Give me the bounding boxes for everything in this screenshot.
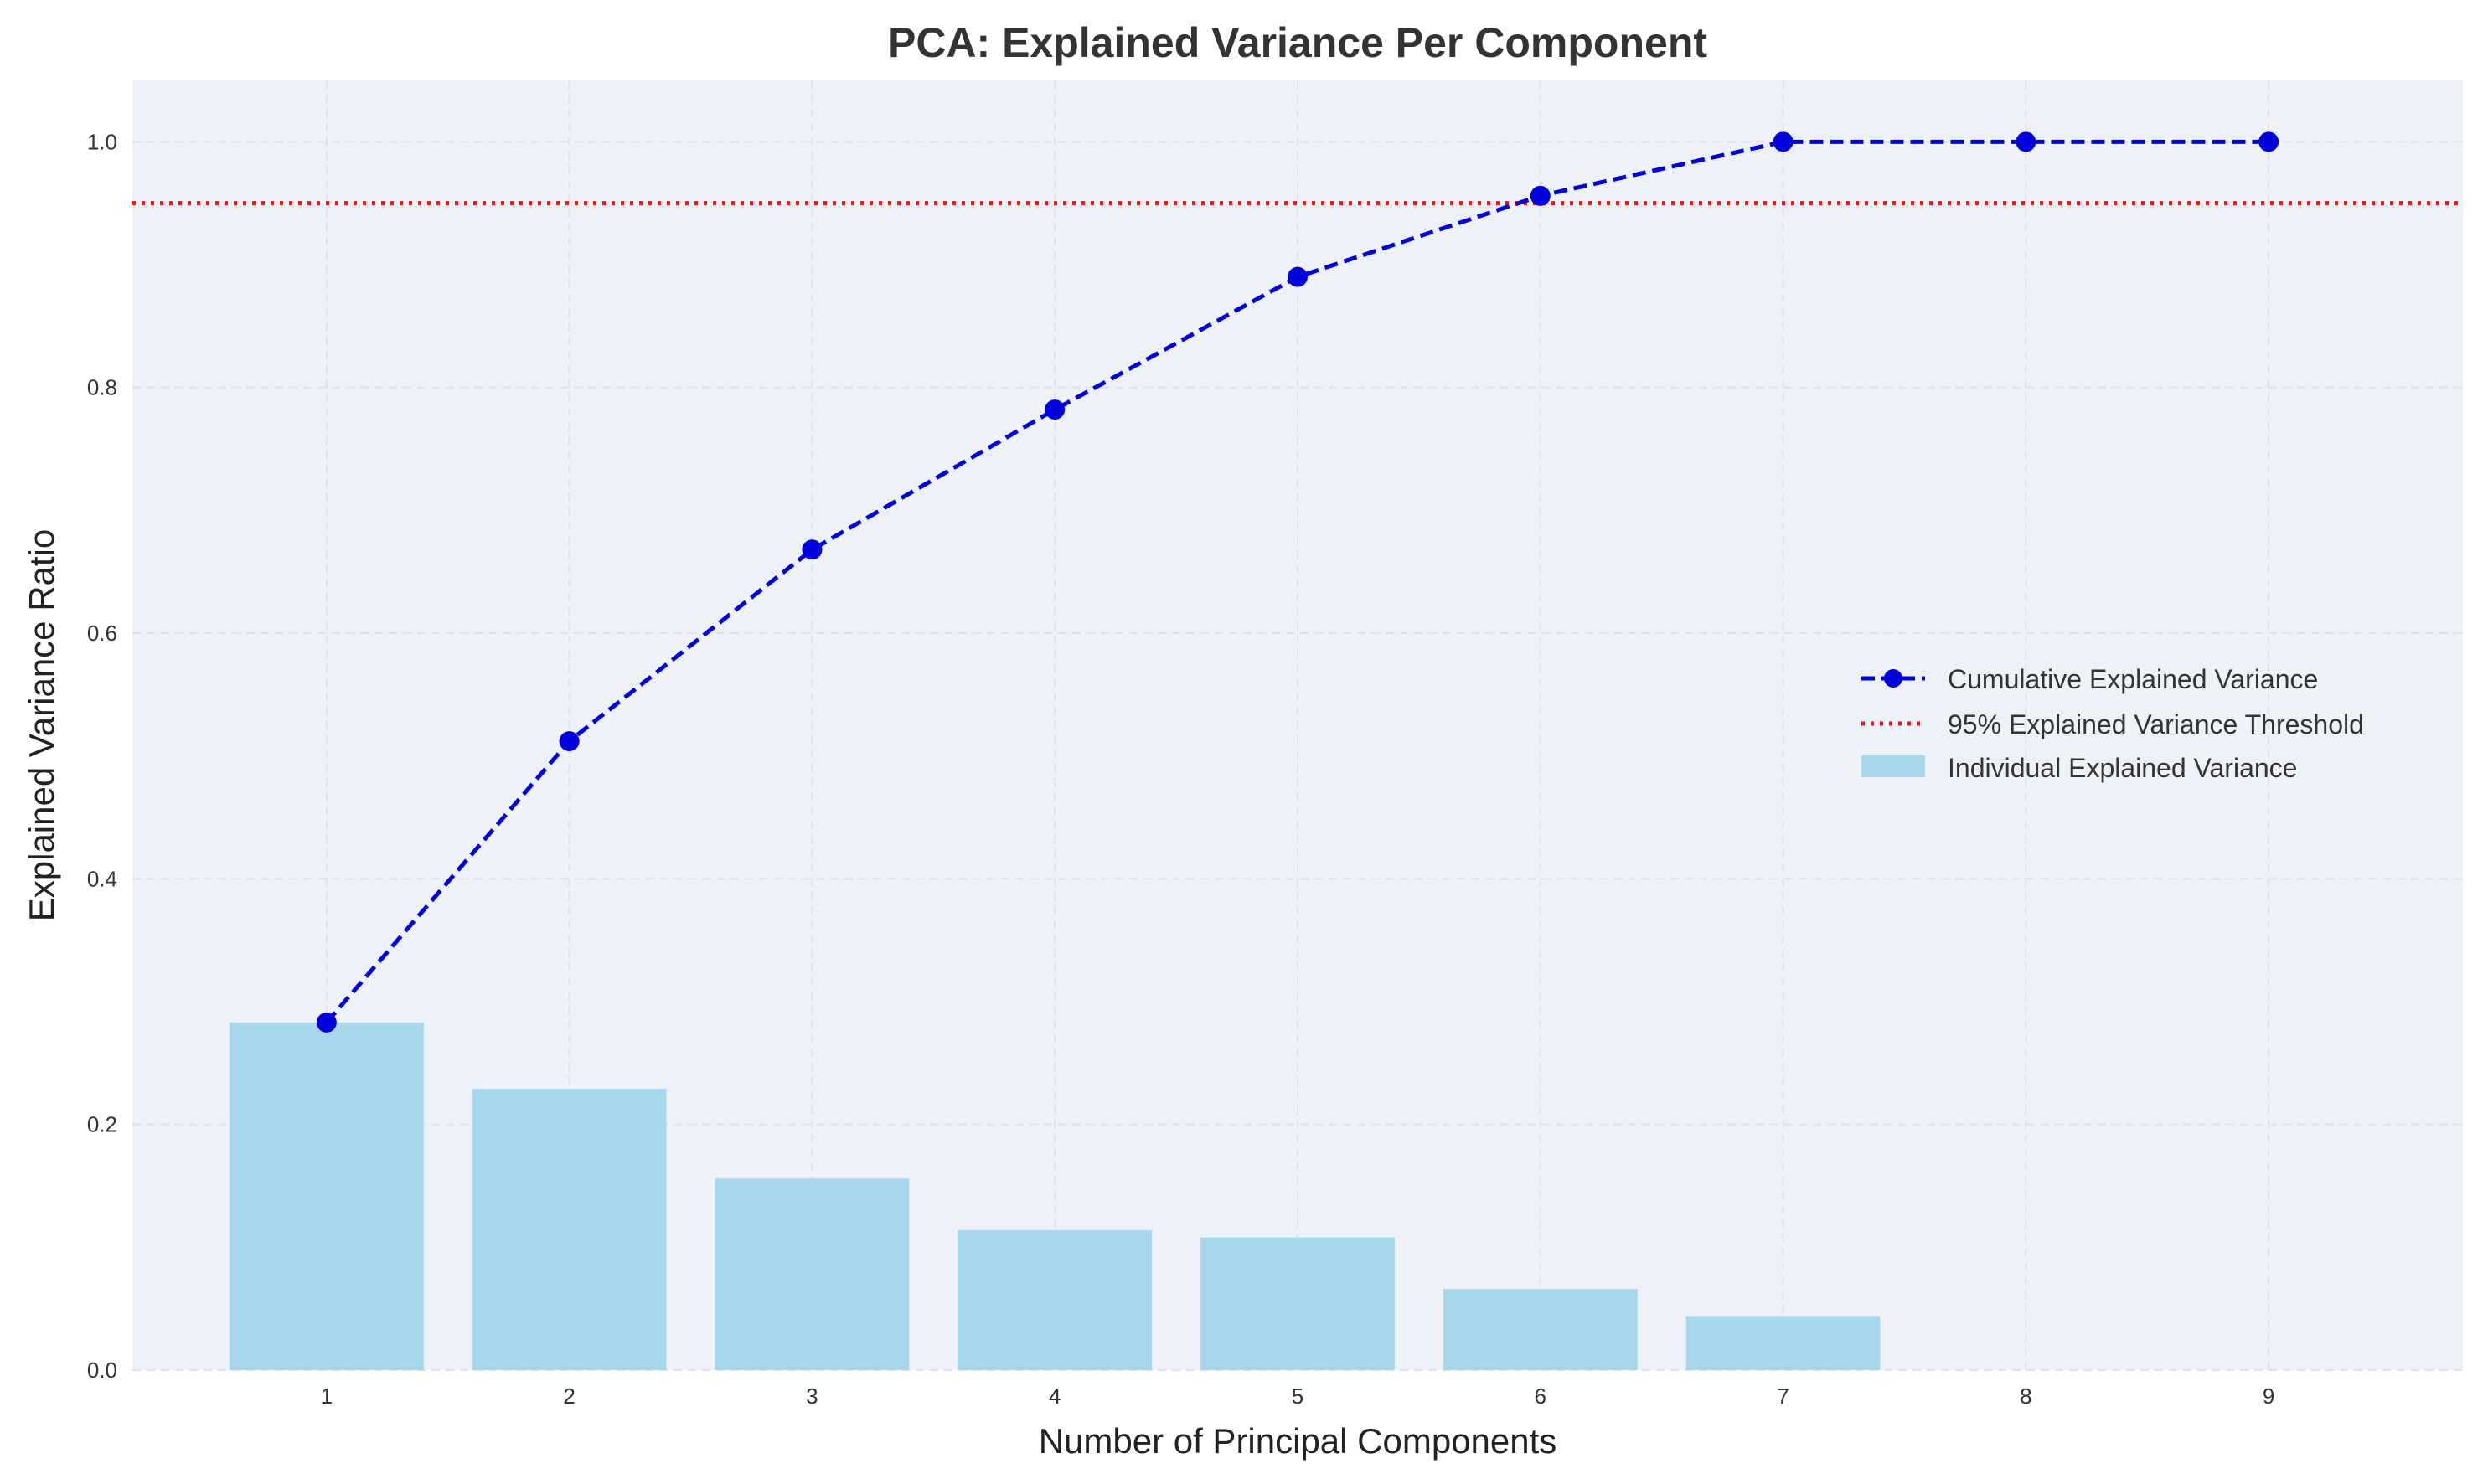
cumulative-point [559, 731, 580, 752]
bar [958, 1229, 1153, 1370]
x-tick-label: 8 [2020, 1384, 2031, 1409]
y-tick-label: 0.4 [87, 866, 117, 891]
legend-label-individual: Individual Explained Variance [1948, 753, 2297, 783]
x-tick-label: 7 [1777, 1384, 1789, 1409]
bar [1200, 1237, 1395, 1370]
cumulative-point [2258, 131, 2279, 152]
x-tick-label: 5 [1292, 1384, 1303, 1409]
x-axis-label: Number of Principal Components [1039, 1421, 1557, 1461]
legend-label-threshold: 95% Explained Variance Threshold [1948, 709, 2364, 739]
x-tick-label: 6 [1535, 1384, 1546, 1409]
y-tick-label: 0.0 [87, 1358, 117, 1383]
bar-series [229, 1022, 1881, 1370]
cumulative-point [802, 539, 823, 560]
x-tick-labels: 1 2 3 4 5 6 7 8 9 [321, 1384, 2275, 1409]
legend-label-cumulative: Cumulative Explained Variance [1948, 664, 2318, 694]
cumulative-point [2016, 131, 2036, 152]
cumulative-point [1530, 185, 1551, 206]
x-tick-label: 4 [1049, 1384, 1061, 1409]
y-tick-label: 0.2 [87, 1112, 117, 1137]
chart-title: PCA: Explained Variance Per Component [888, 19, 1707, 66]
y-tick-labels: 0.0 0.2 0.4 0.6 0.8 1.0 [87, 129, 117, 1383]
bar [715, 1178, 910, 1370]
cumulative-point [316, 1012, 337, 1033]
y-tick-label: 0.6 [87, 621, 117, 646]
bar [1443, 1289, 1638, 1370]
x-tick-label: 1 [321, 1384, 333, 1409]
y-tick-label: 0.8 [87, 375, 117, 400]
y-axis-label: Explained Variance Ratio [22, 529, 61, 922]
y-tick-label: 1.0 [87, 129, 117, 154]
x-tick-label: 9 [2263, 1384, 2274, 1409]
bar [1685, 1316, 1881, 1370]
legend-bar-swatch [1861, 755, 1925, 777]
x-tick-label: 2 [563, 1384, 575, 1409]
legend: Cumulative Explained Variance 95% Explai… [1861, 664, 2364, 783]
cumulative-series [316, 131, 2279, 1033]
cumulative-point [1045, 399, 1066, 420]
bar [229, 1022, 424, 1370]
cumulative-point [1288, 266, 1308, 287]
x-tick-label: 3 [806, 1384, 818, 1409]
cumulative-point [1773, 131, 1794, 152]
legend-cumulative-marker [1884, 669, 1902, 688]
bar [472, 1089, 667, 1370]
